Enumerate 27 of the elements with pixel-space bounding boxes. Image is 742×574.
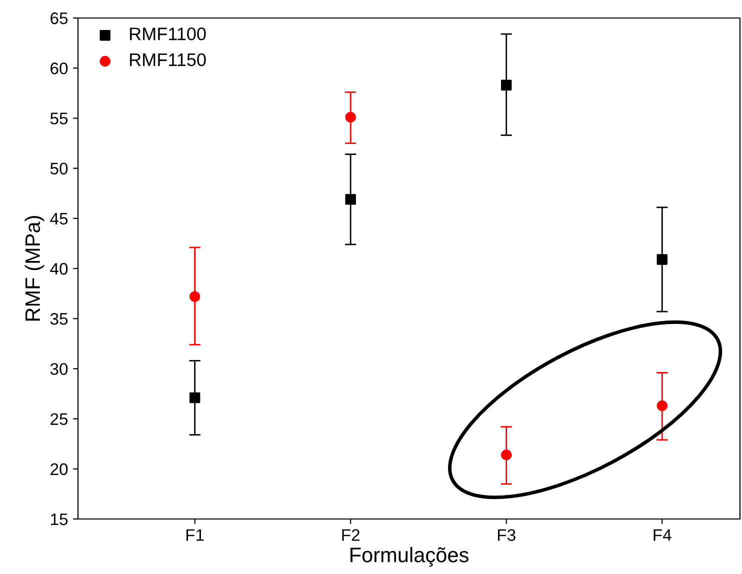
x-axis-title: Formulações <box>350 547 468 567</box>
y-tick-label: 30 <box>50 363 68 375</box>
y-tick-label: 40 <box>50 262 68 275</box>
x-tick-label: F3 <box>498 529 516 541</box>
y-tick-label: 55 <box>50 112 68 124</box>
y-axis-title: RMF (MPa) <box>24 216 44 321</box>
y-tick-label: 65 <box>50 12 68 24</box>
y-tick-label: 35 <box>50 313 68 325</box>
point <box>656 254 668 265</box>
legend-label: RMF1100 <box>130 28 206 40</box>
point <box>189 291 200 302</box>
point <box>189 392 200 404</box>
y-tick-label: 20 <box>50 463 68 476</box>
legend-label: RMF1150 <box>130 53 206 66</box>
y-tick-label: 45 <box>50 212 68 225</box>
x-tick-label: F1 <box>186 529 204 541</box>
point <box>656 400 668 412</box>
point <box>501 80 512 90</box>
y-tick-label: 15 <box>51 514 68 526</box>
y-tick-label: 60 <box>50 62 68 74</box>
x-tick-label: F4 <box>654 529 672 541</box>
y-tick-label: 50 <box>50 162 68 175</box>
x-tick-label: F2 <box>342 529 360 541</box>
point <box>345 112 356 123</box>
point <box>501 450 512 460</box>
y-tick-label: 25 <box>50 413 68 426</box>
point <box>345 194 356 205</box>
